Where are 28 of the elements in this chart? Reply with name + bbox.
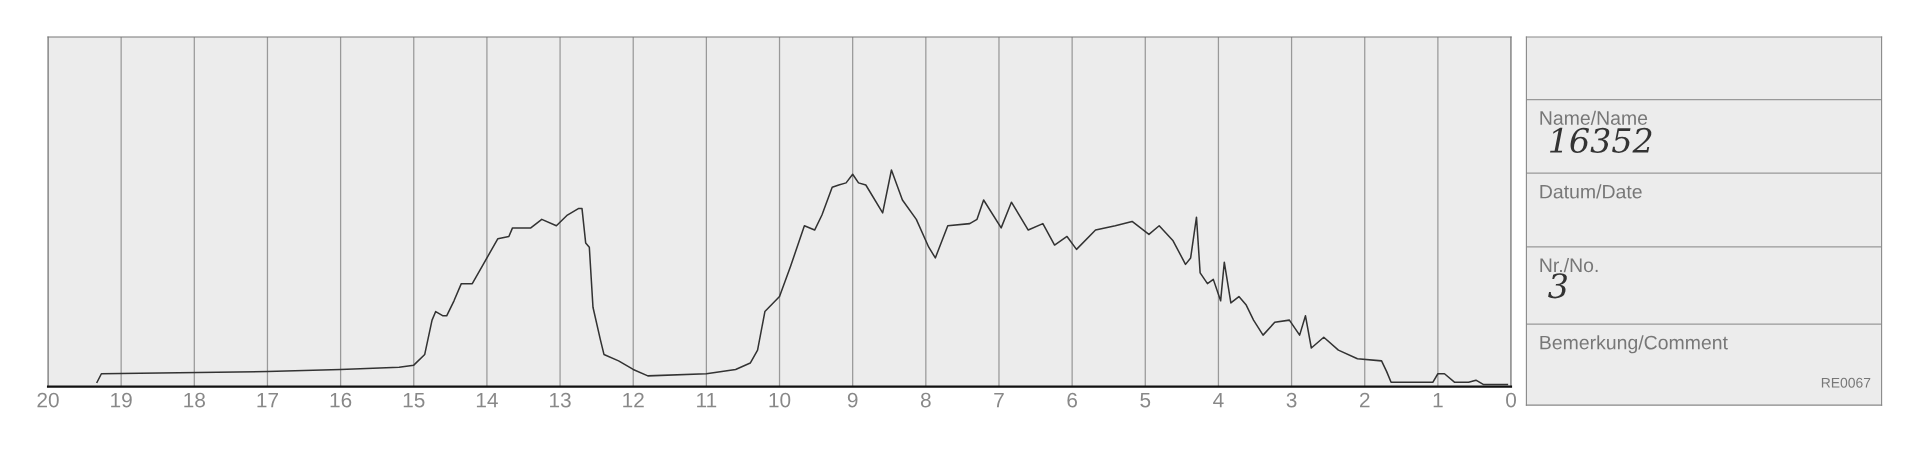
x-tick-label: 13: [550, 392, 571, 408]
x-tick-label: 6: [1067, 392, 1078, 408]
x-tick-label: 19: [111, 392, 132, 408]
text: Nr./No.: [1540, 257, 1598, 273]
text: Bemerkung/Comment: [1540, 335, 1728, 354]
x-tick-label: 9: [847, 392, 858, 408]
text: Datum/Date: [1540, 184, 1642, 199]
x-tick-label: 7: [994, 392, 1004, 408]
x-tick-label: 10: [769, 392, 791, 408]
x-tick-label: 5: [1140, 392, 1151, 408]
x-tick-label: 20: [37, 392, 59, 408]
text: 3: [1548, 273, 1567, 299]
x-tick-label: 18: [184, 392, 205, 408]
x-tick-label: 17: [257, 392, 278, 408]
x-tick-label: 12: [623, 392, 644, 408]
x-tick-label: 1: [1433, 392, 1443, 408]
text: RE0067: [1821, 377, 1871, 388]
text: Name/Name: [1540, 110, 1648, 125]
x-tick-label: 14: [476, 392, 498, 408]
x-tick-label: 16: [330, 392, 352, 408]
x-tick-label: 11: [697, 392, 717, 408]
x-tick-label: 2: [1359, 392, 1370, 408]
x-tick-label: 8: [920, 392, 931, 408]
x-tick-label: 15: [403, 392, 425, 408]
x-tick-label: 0: [1506, 392, 1517, 408]
text: 16352: [1550, 127, 1652, 154]
x-tick-label: 4: [1213, 392, 1224, 408]
x-tick-label: 3: [1286, 392, 1297, 408]
